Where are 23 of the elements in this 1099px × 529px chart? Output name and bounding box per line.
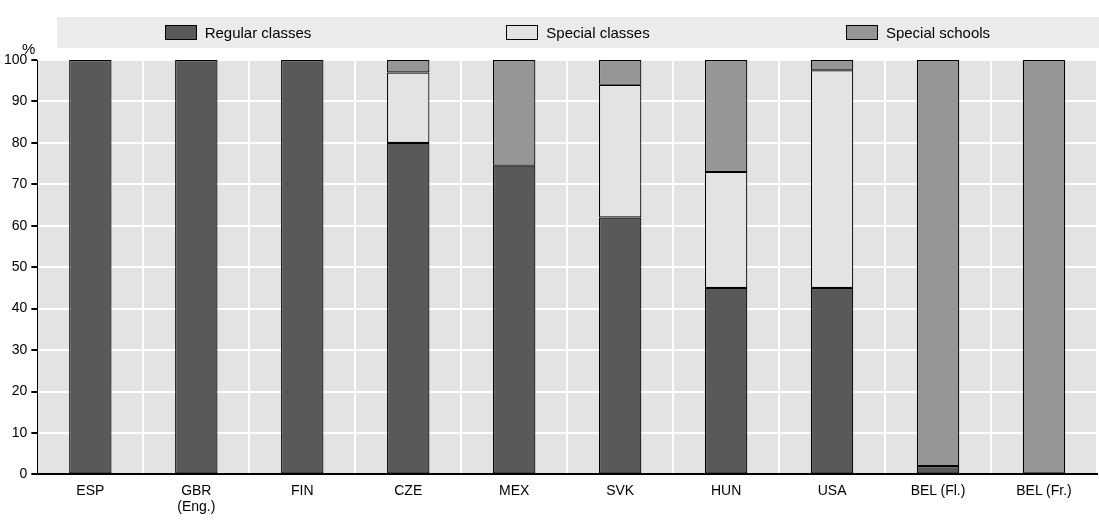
x-tick-label: GBR (Eng.) [177,481,216,515]
legend-label: Special schools [885,24,991,41]
x-tick-label: BEL (Fr.) [1016,481,1072,498]
y-tick-label: 90 [11,92,28,109]
y-tick-label: 70 [11,175,28,192]
x-tick-label: BEL (Fl.) [910,481,966,498]
x-tick-label: HUN [710,481,742,498]
x-tick-label: CZE [394,481,423,498]
y-tick-label: 80 [11,133,28,150]
y-tick-label: 50 [11,258,28,275]
x-tick-label: USA [817,481,848,498]
y-tick-label: 30 [11,340,28,357]
y-tick-label: 60 [11,216,28,233]
text: Special classes [546,24,650,41]
y-tick-label: 40 [11,299,28,316]
y-tick-label: 10 [11,423,28,440]
x-tick-label: SVK [606,481,635,498]
legend-label: Regular classes [204,24,312,41]
x-tick-label: ESP [76,481,105,498]
x-tick-label: FIN [290,481,314,498]
y-tick-label: 20 [11,382,28,399]
y-tick-label: 0 [19,465,28,482]
x-tick-label: MEX [499,481,531,498]
